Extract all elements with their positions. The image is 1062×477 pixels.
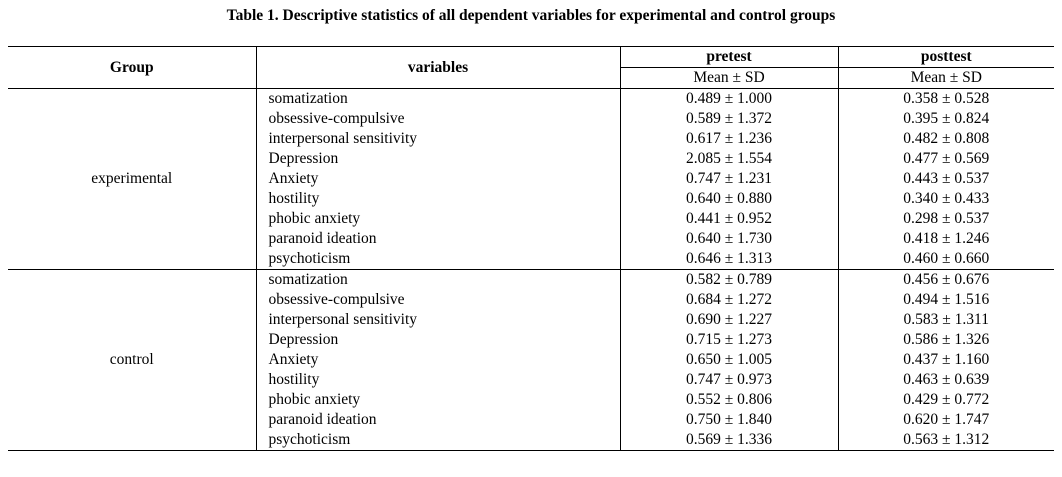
variable-cell: paranoid ideation bbox=[255, 229, 620, 249]
posttest-value-cell: 0.298 ± 0.537 bbox=[837, 209, 1054, 229]
posttest-value-cell: 0.463 ± 0.639 bbox=[837, 370, 1054, 390]
posttest-value-cell: 0.429 ± 0.772 bbox=[837, 390, 1054, 410]
posttest-value-cell: 0.443 ± 0.537 bbox=[837, 169, 1054, 189]
header-pretest-mean-sd: Mean ± SD bbox=[619, 67, 838, 89]
variable-cell: Anxiety bbox=[255, 169, 620, 189]
variable-cell: somatization bbox=[255, 88, 620, 109]
pretest-value-cell: 0.750 ± 1.840 bbox=[619, 410, 838, 430]
posttest-value-cell: 0.482 ± 0.808 bbox=[837, 129, 1054, 149]
table-row: interpersonal sensitivity 0.690 ± 1.227 0.… bbox=[8, 310, 1054, 330]
pretest-value-cell: 0.582 ± 0.789 bbox=[619, 269, 838, 290]
pretest-value-cell: 0.715 ± 1.273 bbox=[619, 330, 838, 350]
table-row: experimental somatization 0.489 ± 1.000 0.3… bbox=[8, 88, 1054, 270]
table-row: Depression 0.715 ± 1.273 0.586 ± 1.326 bbox=[8, 330, 1054, 350]
table-row: interpersonal sensitivity 0.617 ± 1.236 0.… bbox=[8, 129, 1054, 149]
table-row: paranoid ideation 0.750 ± 1.840 0.620 ± 1.… bbox=[8, 410, 1054, 430]
table-row: obsessive-compulsive 0.589 ± 1.372 0.395 ±… bbox=[8, 109, 1054, 129]
table-row: hostility 0.640 ± 0.880 0.340 ± 0.433 bbox=[8, 189, 1054, 209]
posttest-value-cell: 0.358 ± 0.528 bbox=[837, 88, 1054, 109]
pretest-value-cell: 0.441 ± 0.952 bbox=[619, 209, 838, 229]
pretest-value-cell: 0.589 ± 1.372 bbox=[619, 109, 838, 129]
variable-cell: Depression bbox=[255, 149, 620, 169]
table-row: phobic anxiety 0.552 ± 0.806 0.429 ± 0.772 bbox=[8, 390, 1054, 410]
posttest-value-cell: 0.494 ± 1.516 bbox=[837, 290, 1054, 310]
posttest-value-cell: 0.586 ± 1.326 bbox=[837, 330, 1054, 350]
header-posttest: posttest bbox=[837, 46, 1054, 68]
variable-cell: obsessive-compulsive bbox=[255, 290, 620, 310]
pretest-value-cell: 0.747 ± 0.973 bbox=[619, 370, 838, 390]
pretest-value-cell: 0.650 ± 1.005 bbox=[619, 350, 838, 370]
variable-cell: interpersonal sensitivity bbox=[255, 310, 620, 330]
variable-cell: Depression bbox=[255, 330, 620, 350]
table-caption: Table 1. Descriptive statistics of all d… bbox=[226, 7, 836, 24]
header-variables: variables bbox=[255, 46, 620, 89]
variable-cell: phobic anxiety bbox=[255, 209, 620, 229]
table-row: paranoid ideation 0.640 ± 1.730 0.418 ± 1.… bbox=[8, 229, 1054, 249]
posttest-value-cell: 0.583 ± 1.311 bbox=[837, 310, 1054, 330]
posttest-value-cell: 0.563 ± 1.312 bbox=[837, 430, 1054, 451]
header-posttest-mean-sd: Mean ± SD bbox=[837, 67, 1054, 89]
pretest-value-cell: 0.552 ± 0.806 bbox=[619, 390, 838, 410]
posttest-value-cell: 0.395 ± 0.824 bbox=[837, 109, 1054, 129]
table-row: psychoticism 0.569 ± 1.336 0.563 ± 1.312 bbox=[8, 430, 1054, 451]
variable-cell: Anxiety bbox=[255, 350, 620, 370]
table-row: hostility 0.747 ± 0.973 0.463 ± 0.639 bbox=[8, 370, 1054, 390]
table-row: Depression 2.085 ± 1.554 0.477 ± 0.569 bbox=[8, 149, 1054, 169]
pretest-value-cell: 0.690 ± 1.227 bbox=[619, 310, 838, 330]
group-name-cell: experimental bbox=[8, 88, 256, 270]
posttest-value-cell: 0.620 ± 1.747 bbox=[837, 410, 1054, 430]
posttest-value-cell: 0.437 ± 1.160 bbox=[837, 350, 1054, 370]
descriptive-statistics-table: Group variables pretest posttest Mean ± … bbox=[8, 46, 1054, 451]
header-pretest: pretest bbox=[619, 46, 838, 68]
pretest-value-cell: 0.747 ± 1.231 bbox=[619, 169, 838, 189]
group-name-cell: control bbox=[8, 269, 256, 451]
variable-cell: phobic anxiety bbox=[255, 390, 620, 410]
table-row: Anxiety 0.650 ± 1.005 0.437 ± 1.160 bbox=[8, 350, 1054, 370]
header-group: Group bbox=[8, 46, 256, 89]
variable-cell: interpersonal sensitivity bbox=[255, 129, 620, 149]
pretest-value-cell: 0.684 ± 1.272 bbox=[619, 290, 838, 310]
pretest-value-cell: 0.617 ± 1.236 bbox=[619, 129, 838, 149]
variable-cell: somatization bbox=[255, 269, 620, 290]
posttest-value-cell: 0.477 ± 0.569 bbox=[837, 149, 1054, 169]
pretest-value-cell: 0.646 ± 1.313 bbox=[619, 249, 838, 270]
posttest-value-cell: 0.418 ± 1.246 bbox=[837, 229, 1054, 249]
posttest-value-cell: 0.340 ± 0.433 bbox=[837, 189, 1054, 209]
pretest-value-cell: 2.085 ± 1.554 bbox=[619, 149, 838, 169]
posttest-value-cell: 0.460 ± 0.660 bbox=[837, 249, 1054, 270]
table-row: control somatization 0.582 ± 0.789 0.456 ± … bbox=[8, 269, 1054, 451]
variable-cell: hostility bbox=[255, 370, 620, 390]
variable-cell: psychoticism bbox=[255, 249, 620, 270]
variable-cell: paranoid ideation bbox=[255, 410, 620, 430]
pretest-value-cell: 0.640 ± 0.880 bbox=[619, 189, 838, 209]
pretest-value-cell: 0.489 ± 1.000 bbox=[619, 88, 838, 109]
posttest-value-cell: 0.456 ± 0.676 bbox=[837, 269, 1054, 290]
variable-cell: hostility bbox=[255, 189, 620, 209]
pretest-value-cell: 0.569 ± 1.336 bbox=[619, 430, 838, 451]
table-row: obsessive-compulsive 0.684 ± 1.272 0.494 ±… bbox=[8, 290, 1054, 310]
table-row: psychoticism 0.646 ± 1.313 0.460 ± 0.660 bbox=[8, 249, 1054, 270]
table-header: Group variables pretest posttest Mean ± … bbox=[8, 46, 1054, 89]
pretest-value-cell: 0.640 ± 1.730 bbox=[619, 229, 838, 249]
table-body: experimental somatization 0.489 ± 1.000 0.3… bbox=[8, 88, 1054, 451]
table-row: Anxiety 0.747 ± 1.231 0.443 ± 0.537 bbox=[8, 169, 1054, 189]
variable-cell: obsessive-compulsive bbox=[255, 109, 620, 129]
table-row: phobic anxiety 0.441 ± 0.952 0.298 ± 0.537 bbox=[8, 209, 1054, 229]
variable-cell: psychoticism bbox=[255, 430, 620, 451]
